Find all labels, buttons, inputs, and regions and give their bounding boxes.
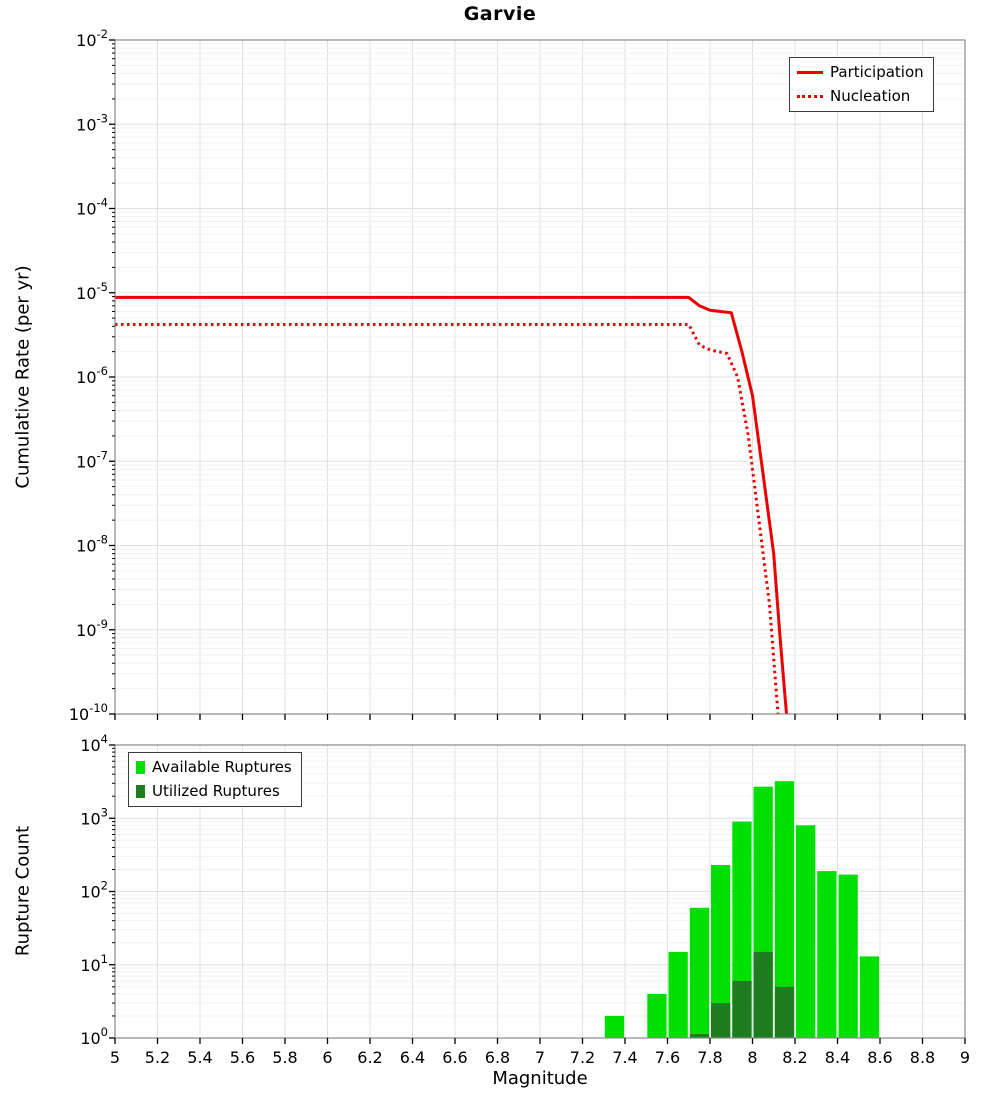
svg-text:10-6: 10-6 xyxy=(76,364,108,387)
available-ruptures-bar xyxy=(689,907,710,1038)
svg-text:7.4: 7.4 xyxy=(612,1048,637,1067)
available-ruptures-bar xyxy=(604,1015,625,1038)
nucleation-line-sample xyxy=(797,94,823,98)
rupture-count-chart: 100 101 102 103 104 5 5.2 5.4 5.6 5.8 6 6.2 6.4 6.6 6.… xyxy=(80,732,970,1067)
svg-text:7: 7 xyxy=(535,1048,545,1067)
svg-text:10-10: 10-10 xyxy=(69,701,108,724)
svg-text:8.2: 8.2 xyxy=(782,1048,807,1067)
nucleation-label: Nucleation xyxy=(830,87,911,105)
utilized-ruptures-swatch xyxy=(136,784,145,798)
utilized-ruptures-bar xyxy=(753,951,773,1038)
svg-text:9: 9 xyxy=(960,1048,970,1067)
chart-title: Garvie xyxy=(463,3,537,25)
available-ruptures-bar xyxy=(711,865,731,1038)
utilized-ruptures-bar xyxy=(689,1034,710,1038)
svg-text:10-9: 10-9 xyxy=(76,617,108,640)
svg-text:5.8: 5.8 xyxy=(272,1048,297,1067)
svg-text:8.4: 8.4 xyxy=(825,1048,850,1067)
magnitude-axis-label: Magnitude xyxy=(492,1068,588,1089)
legend-item-participation: Participation xyxy=(797,63,924,81)
svg-text:8.6: 8.6 xyxy=(867,1048,892,1067)
svg-text:6.4: 6.4 xyxy=(400,1048,425,1067)
rate-axis-label: Cumulative Rate (per yr) xyxy=(12,265,34,489)
legend-item-nucleation: Nucleation xyxy=(797,87,924,105)
svg-text:8: 8 xyxy=(747,1048,757,1067)
svg-text:6.2: 6.2 xyxy=(357,1048,382,1067)
svg-text:101: 101 xyxy=(80,952,108,975)
participation-label: Participation xyxy=(830,63,924,81)
svg-text:10-5: 10-5 xyxy=(76,280,108,303)
svg-text:7.2: 7.2 xyxy=(570,1048,595,1067)
utilized-ruptures-bar xyxy=(732,981,752,1038)
svg-text:10-4: 10-4 xyxy=(76,196,108,219)
svg-text:102: 102 xyxy=(80,879,108,902)
rate-legend: Participation Nucleation xyxy=(789,57,934,112)
utilized-ruptures-label: Utilized Ruptures xyxy=(152,782,280,800)
svg-text:7.8: 7.8 xyxy=(697,1048,722,1067)
available-ruptures-bar xyxy=(859,956,880,1038)
legend-item-utilized: Utilized Ruptures xyxy=(136,782,292,800)
svg-text:6.6: 6.6 xyxy=(442,1048,467,1067)
legend-item-available: Available Ruptures xyxy=(136,758,292,776)
available-ruptures-swatch xyxy=(136,760,145,774)
available-ruptures-bar xyxy=(838,874,858,1038)
utilized-ruptures-bar xyxy=(711,1003,731,1038)
svg-text:8.8: 8.8 xyxy=(910,1048,935,1067)
participation-line-sample xyxy=(797,70,823,74)
svg-text:104: 104 xyxy=(80,732,108,755)
svg-text:10-8: 10-8 xyxy=(76,533,108,556)
available-ruptures-bar xyxy=(774,781,795,1038)
available-ruptures-label: Available Ruptures xyxy=(152,758,292,776)
svg-text:6: 6 xyxy=(322,1048,332,1067)
svg-text:5: 5 xyxy=(110,1048,120,1067)
svg-text:103: 103 xyxy=(80,805,108,828)
svg-text:5.4: 5.4 xyxy=(187,1048,212,1067)
svg-text:5.2: 5.2 xyxy=(145,1048,170,1067)
svg-text:10-7: 10-7 xyxy=(76,448,108,471)
svg-text:10-2: 10-2 xyxy=(76,27,108,50)
svg-text:6.8: 6.8 xyxy=(485,1048,510,1067)
utilized-ruptures-bar xyxy=(774,986,795,1038)
svg-text:7.6: 7.6 xyxy=(655,1048,680,1067)
available-ruptures-bar xyxy=(796,825,816,1038)
available-ruptures-bar xyxy=(647,993,667,1038)
svg-text:100: 100 xyxy=(80,1025,108,1048)
svg-text:5.6: 5.6 xyxy=(230,1048,255,1067)
count-axis-label: Rupture Count xyxy=(12,825,34,957)
available-ruptures-bar xyxy=(668,951,688,1038)
svg-text:10-3: 10-3 xyxy=(76,111,108,134)
available-ruptures-bar xyxy=(817,871,837,1038)
participation-line xyxy=(115,295,788,715)
count-legend: Available Ruptures Utilized Ruptures xyxy=(128,752,302,807)
cumulative-rate-chart: 10-10 10-9 10-8 10-7 10-6 10-5 10-4 10-3 10-2 xyxy=(69,27,966,724)
